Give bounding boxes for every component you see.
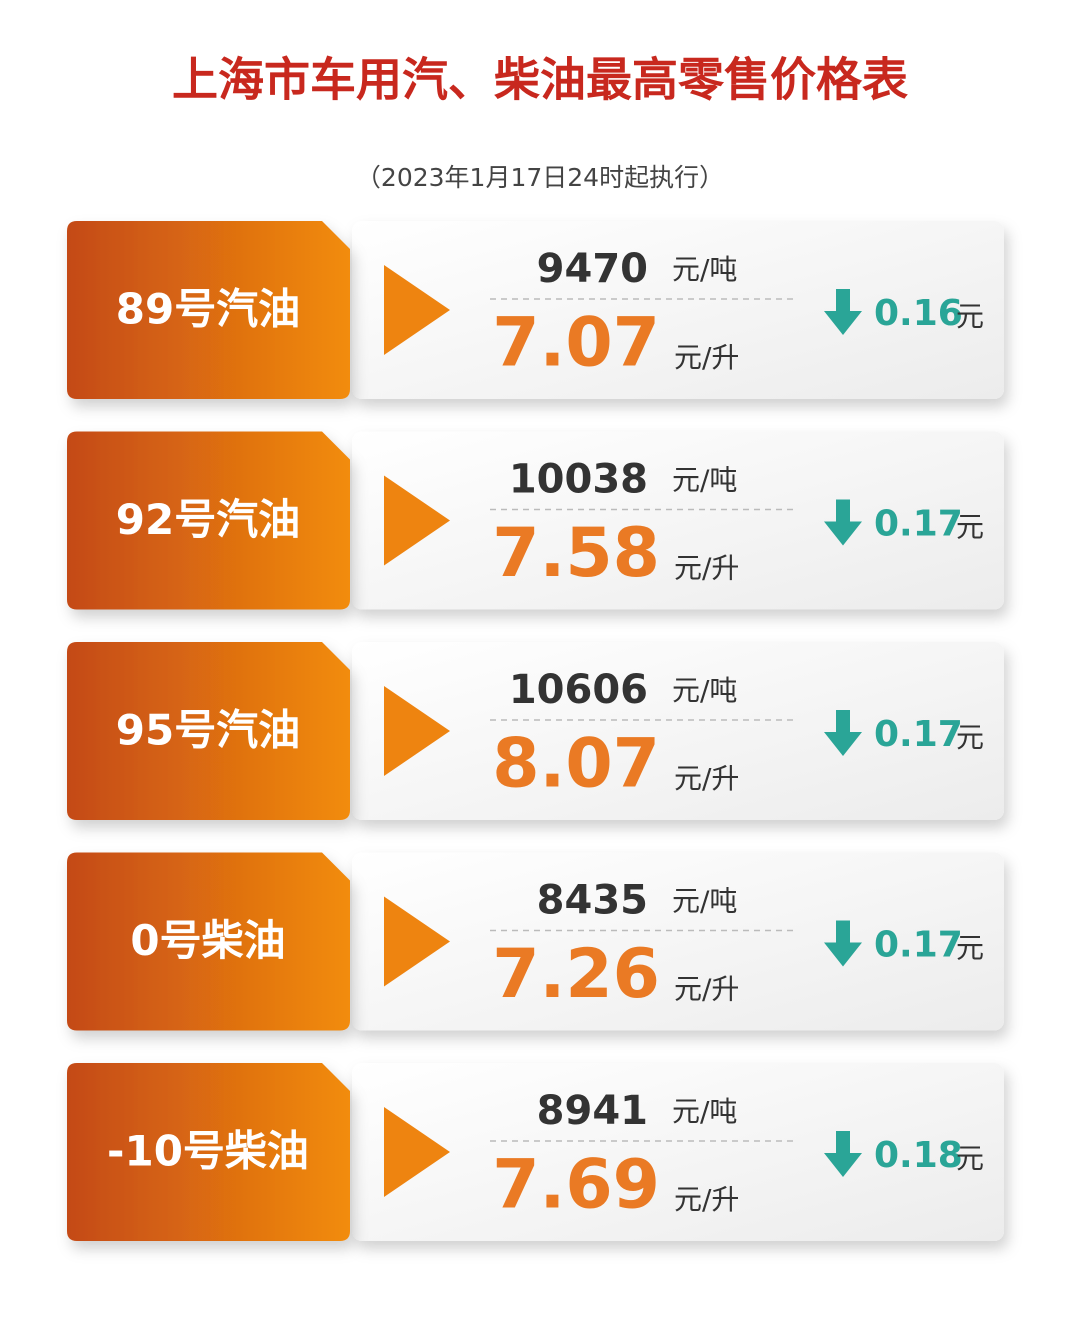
fuel-name: 92号汽油	[116, 495, 300, 544]
label-box	[67, 1063, 350, 1241]
price-per-ton: 9470	[537, 246, 648, 292]
ton-unit: 元/吨	[672, 1095, 737, 1128]
fuel-name: 0号柴油	[130, 916, 285, 965]
price-per-liter: 7.07	[492, 304, 660, 383]
title: 上海市车用汽、柴油最高零售价格表	[172, 53, 908, 107]
change-unit: 元	[956, 721, 984, 754]
price-per-ton: 8435	[537, 878, 648, 924]
price-card	[352, 642, 1004, 820]
price-per-ton: 10606	[509, 667, 648, 713]
fuel-name: 95号汽油	[116, 706, 300, 755]
liter-unit: 元/升	[674, 552, 739, 585]
down-arrow	[824, 289, 862, 335]
pointer-triangle	[384, 896, 450, 987]
price-change: 0.17	[874, 925, 963, 966]
pointer-triangle	[384, 475, 450, 566]
price-change: 0.17	[874, 714, 963, 755]
liter-unit: 元/升	[674, 1183, 739, 1216]
price-per-ton: 10038	[509, 457, 648, 503]
label-box	[67, 431, 350, 610]
subtitle: （2023年1月17日24时起执行）	[356, 163, 724, 192]
down-arrow	[824, 1131, 862, 1177]
down-arrow	[824, 499, 862, 546]
pointer-triangle	[384, 1107, 450, 1197]
fuel-name: 89号汽油	[116, 285, 300, 334]
change-unit: 元	[956, 300, 984, 333]
label-box	[67, 642, 350, 820]
price-change: 0.18	[874, 1135, 963, 1176]
ton-unit: 元/吨	[672, 885, 737, 918]
price-per-liter: 8.07	[492, 725, 660, 804]
change-unit: 元	[956, 1142, 984, 1175]
liter-unit: 元/升	[674, 762, 739, 795]
fuel-name: -10号柴油	[107, 1127, 309, 1176]
down-arrow	[824, 710, 862, 756]
liter-unit: 元/升	[674, 973, 739, 1006]
pointer-triangle	[384, 686, 450, 776]
price-card	[352, 1063, 1004, 1241]
change-unit: 元	[956, 511, 984, 544]
ton-unit: 元/吨	[672, 253, 737, 286]
label-box	[67, 852, 350, 1031]
price-change: 0.16	[874, 293, 963, 334]
ton-unit: 元/吨	[672, 464, 737, 497]
price-card	[352, 431, 1004, 610]
price-per-liter: 7.58	[492, 514, 660, 593]
pointer-triangle	[384, 265, 450, 355]
price-per-liter: 7.26	[492, 935, 660, 1014]
label-box	[67, 221, 350, 399]
price-per-ton: 8941	[537, 1088, 648, 1134]
price-change: 0.17	[874, 504, 963, 545]
price-card	[352, 221, 1004, 399]
change-unit: 元	[956, 932, 984, 965]
liter-unit: 元/升	[674, 341, 739, 374]
ton-unit: 元/吨	[672, 674, 737, 707]
price-per-liter: 7.69	[492, 1146, 660, 1225]
down-arrow	[824, 920, 862, 967]
price-card	[352, 852, 1004, 1031]
